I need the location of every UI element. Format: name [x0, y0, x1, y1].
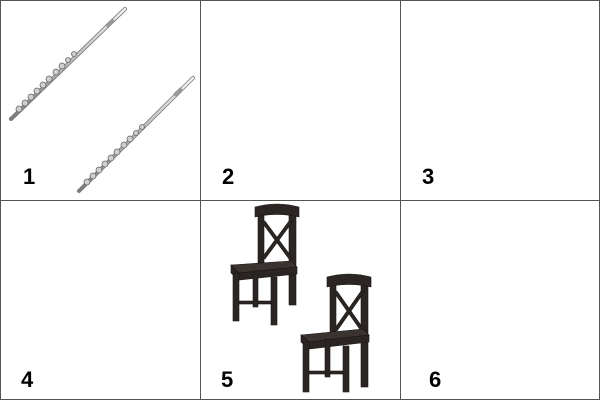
flute-icon [9, 7, 127, 121]
panel-number: 6 [429, 367, 442, 392]
chair-icon [230, 203, 300, 326]
panel-number: 3 [422, 164, 435, 189]
chair-icon [300, 273, 372, 393]
panel-1[interactable]: 1 [0, 0, 200, 200]
panel-6[interactable]: 6 [400, 200, 600, 400]
chair-icon [230, 203, 372, 393]
panel-number: 2 [222, 164, 235, 189]
flute-icon [77, 76, 195, 193]
panel-2[interactable]: 2 [200, 0, 400, 200]
panel-4[interactable]: 4 [0, 200, 200, 400]
panel-number: 4 [21, 367, 34, 392]
panel-number: 1 [23, 164, 36, 189]
flute-icon [9, 7, 195, 193]
panel-5[interactable]: 5 [200, 200, 400, 400]
panel-3[interactable]: 3 [400, 0, 600, 200]
panel-number: 5 [221, 367, 234, 392]
